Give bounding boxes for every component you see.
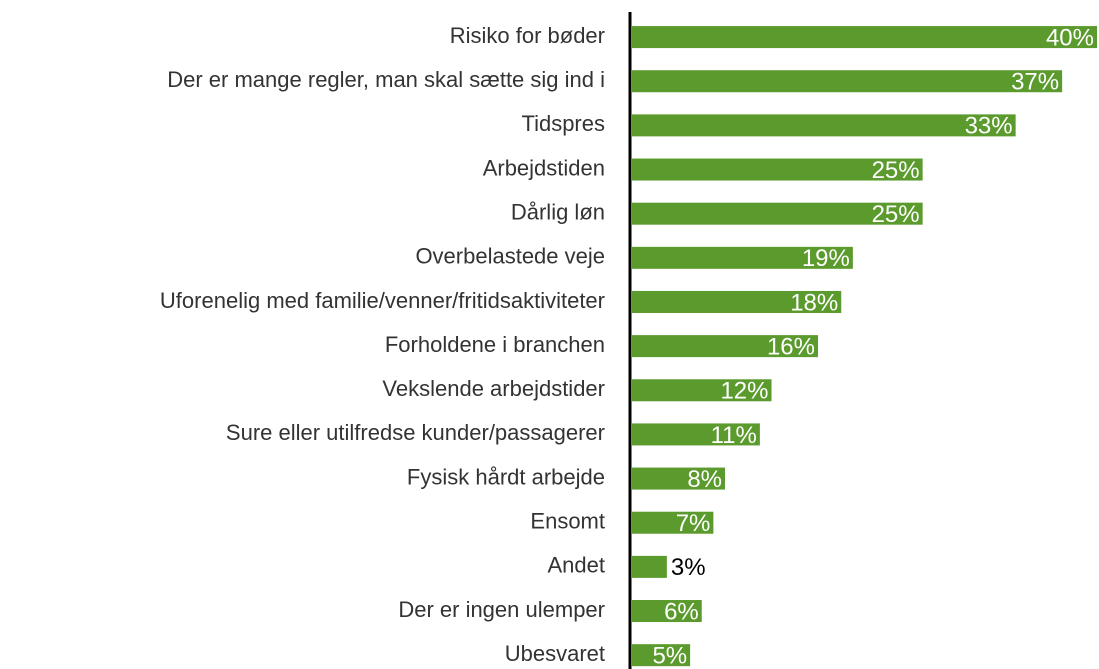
data-label: 37%: [1011, 69, 1059, 96]
category-label: Overbelastede veje: [415, 244, 605, 269]
bar: [632, 423, 760, 446]
data-label: 19%: [802, 245, 850, 272]
bar: [632, 114, 1016, 137]
data-label: 3%: [671, 554, 706, 581]
data-label: 25%: [872, 157, 920, 184]
data-label: 25%: [872, 201, 920, 228]
category-label: Forholdene i branchen: [385, 332, 605, 357]
bar: [632, 202, 923, 225]
category-label: Sure eller utilfredse kunder/passagerer: [226, 420, 605, 445]
bar: [632, 467, 725, 490]
bar: [632, 70, 1063, 93]
bar: [632, 290, 842, 313]
bar: [632, 379, 772, 402]
category-label: Uforenelig med familie/venner/fritidsakt…: [160, 288, 605, 313]
category-label: Der er ingen ulemper: [398, 597, 605, 622]
category-label: Fysisk hårdt arbejde: [407, 464, 605, 489]
data-label: 8%: [687, 466, 722, 493]
data-label: 12%: [720, 378, 768, 405]
category-label: Arbejdstiden: [483, 155, 605, 180]
bar: [632, 158, 923, 181]
category-label: Tidspres: [521, 111, 605, 136]
bar: [632, 26, 1097, 49]
bar: [632, 600, 702, 623]
category-label: Risiko for bøder: [450, 23, 605, 48]
data-label: 33%: [965, 113, 1013, 140]
data-label: 16%: [767, 333, 815, 360]
data-label: 7%: [676, 510, 711, 537]
category-label: Ubesvaret: [505, 641, 605, 666]
data-label: 5%: [652, 643, 687, 669]
data-label: 6%: [664, 598, 699, 625]
category-label: Vekslende arbejdstider: [382, 376, 605, 401]
data-label: 11%: [711, 422, 757, 449]
bar: [632, 246, 853, 269]
category-label: Dårlig løn: [511, 199, 605, 224]
bar: [632, 335, 818, 358]
bar: [632, 511, 714, 534]
category-label: Andet: [548, 553, 606, 578]
data-label: 40%: [1046, 24, 1094, 51]
bar: [632, 644, 691, 667]
category-label: Der er mange regler, man skal sætte sig …: [167, 67, 605, 92]
data-label: 18%: [790, 289, 838, 316]
bar: [632, 555, 667, 578]
category-label: Ensomt: [530, 509, 605, 534]
